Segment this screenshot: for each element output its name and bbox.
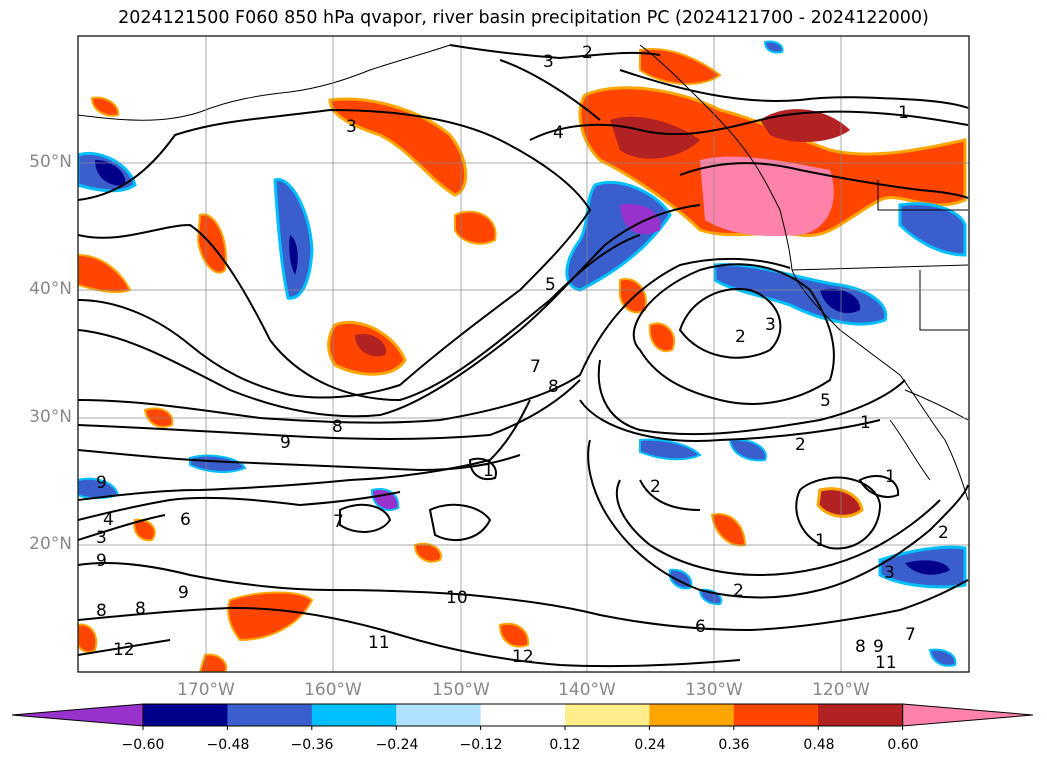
contour-label: 8 <box>96 601 107 621</box>
contour-label: 1 <box>885 467 896 487</box>
contour-label: 3 <box>96 528 107 548</box>
colorbar-cell <box>227 704 313 726</box>
lon-label-140w: 140°W <box>558 680 616 700</box>
colorbar-tick-label: 0.60 <box>887 737 919 753</box>
contour-label: 7 <box>530 357 541 377</box>
contour-labels: 3 2 3 4 1 5 7 8 8 9 5 2 1 2 1 1 2 3 2 6 … <box>96 43 949 673</box>
contour-label: 8 <box>135 599 146 619</box>
coastlines <box>78 44 969 501</box>
colorbar-tick-label: −0.36 <box>290 737 334 753</box>
colorbar-tick-label: −0.48 <box>206 737 250 753</box>
contour-label: 3 <box>884 563 895 583</box>
colorbar-outline <box>142 703 904 727</box>
colorbar-ticks <box>142 726 904 730</box>
contour-label: 8 <box>332 417 343 437</box>
colorbar-tick-label: 0.36 <box>718 737 750 753</box>
contour-label: 12 <box>512 647 534 667</box>
contour-label: 9 <box>873 637 884 657</box>
contour-label: 4 <box>553 123 564 143</box>
colorbar-tick-label: 0.48 <box>803 737 835 753</box>
contour-label: 9 <box>280 433 291 453</box>
colorbar-cell <box>143 704 228 726</box>
contour-label: 8 <box>855 637 866 657</box>
contour-label: 1 <box>860 413 871 433</box>
colorbar-cell <box>311 704 397 726</box>
colorbar-tick-label: 0.24 <box>634 737 666 753</box>
lat-label-30n: 30°N <box>29 407 72 427</box>
lon-label-150w: 150°W <box>432 680 490 700</box>
lon-label-130w: 130°W <box>685 680 743 700</box>
contour-label: 2 <box>650 477 661 497</box>
lat-label-20n: 20°N <box>29 534 72 554</box>
lon-label-160w: 160°W <box>304 680 362 700</box>
colorbar-tick-label: −0.60 <box>121 737 165 753</box>
colorbar-tick-label: −0.12 <box>459 737 503 753</box>
contour-label: 11 <box>875 653 897 673</box>
contour-label: 2 <box>795 435 806 455</box>
contour-label: 9 <box>96 473 107 493</box>
colorbar-extend-high <box>902 703 1034 727</box>
contour-label: 6 <box>180 510 191 530</box>
colorbar-cell <box>818 704 904 726</box>
map-title: 2024121500 F060 850 hPa qvapor, river ba… <box>118 8 929 28</box>
colorbar-cell <box>565 704 650 726</box>
contour-label: 1 <box>815 531 826 551</box>
contour-label: 4 <box>103 510 114 530</box>
colorbar-tick-label: 0.12 <box>549 737 581 753</box>
precip-positive-shading <box>78 48 967 672</box>
contour-label: 3 <box>346 117 357 137</box>
contour-label: 6 <box>695 617 706 637</box>
contour-label: 2 <box>582 43 593 63</box>
lon-label-170w: 170°W <box>177 680 235 700</box>
colorbar-cell <box>733 704 819 726</box>
graticule <box>78 36 969 672</box>
contour-label: 3 <box>765 315 776 335</box>
contour-label: 2 <box>735 327 746 347</box>
colorbar-cell <box>649 704 735 726</box>
map-plot-area: 3 2 3 4 1 5 7 8 8 9 5 2 1 2 1 1 2 3 2 6 … <box>78 36 969 673</box>
qvapor-contours <box>78 44 969 668</box>
colorbar <box>11 703 1034 730</box>
contour-label: 9 <box>178 583 189 603</box>
contour-label: 12 <box>113 640 135 660</box>
contour-label: 10 <box>446 588 468 608</box>
contour-label: 5 <box>545 275 556 295</box>
contour-label: 1 <box>483 461 494 481</box>
lat-label-50n: 50°N <box>29 152 72 172</box>
lat-label-40n: 40°N <box>29 279 72 299</box>
colorbar-cell <box>480 704 566 726</box>
contour-label: 2 <box>733 581 744 601</box>
colorbar-cell <box>396 704 482 726</box>
colorbar-extend-low <box>11 703 144 727</box>
contour-label: 5 <box>820 391 831 411</box>
contour-label: 1 <box>898 103 909 123</box>
contour-label: 8 <box>548 377 559 397</box>
colorbar-tick-label: −0.24 <box>375 737 419 753</box>
contour-label: 2 <box>938 523 949 543</box>
colorbar-cells <box>11 703 1034 727</box>
contour-label: 9 <box>96 551 107 571</box>
contour-label: 7 <box>333 512 344 532</box>
lon-label-120w: 120°W <box>812 680 870 700</box>
map-frame <box>77 35 970 673</box>
contour-label: 11 <box>368 633 390 653</box>
contour-label: 3 <box>543 52 554 72</box>
contour-label: 7 <box>905 625 916 645</box>
